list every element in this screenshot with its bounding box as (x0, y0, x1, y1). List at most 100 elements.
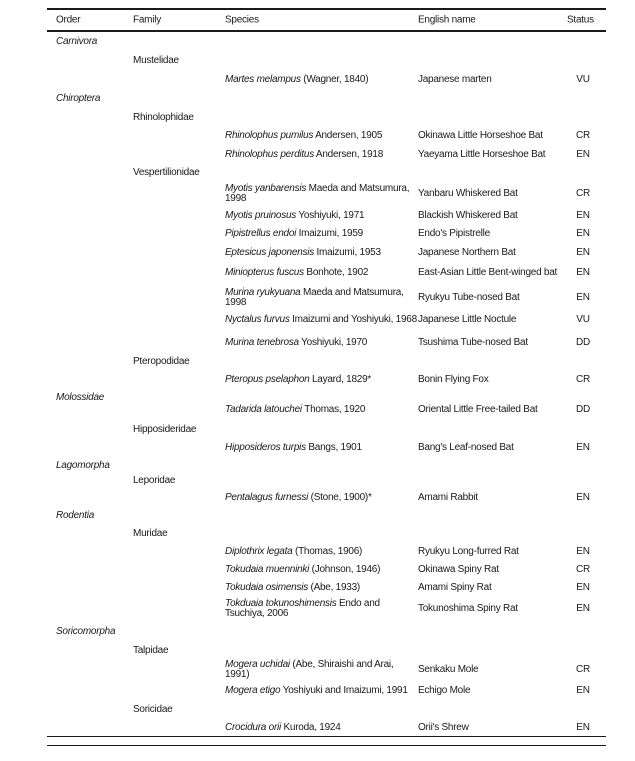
species-binomial: Murina tenebrosa (225, 337, 299, 348)
english-name: Tsushima Tube-nosed Bat (418, 337, 528, 348)
english-name: Yanbaru Whiskered Bat (418, 188, 518, 199)
family-name: Soricidae (133, 704, 173, 715)
species-binomial: Rhinolophus perditus (225, 149, 314, 160)
status-code: EN (576, 722, 590, 733)
species-name: Myotis yanbarensis Maeda and Matsumura, … (225, 184, 417, 204)
species-name: Pipistrellus endoi Imaizumi, 1959 (225, 229, 417, 239)
header-rule (47, 30, 606, 32)
species-name: Tokudaia muenninki (Johnson, 1946) (225, 565, 417, 575)
species-authority: (Wagner, 1840) (300, 74, 369, 85)
species-authority: (Abe, Shiraishi and Arai, 1991) (225, 659, 394, 680)
species-name: Pteropus pselaphon Layard, 1829* (225, 375, 417, 385)
status-code: EN (576, 292, 590, 303)
species-binomial: Tokudaia osimensis (225, 582, 308, 593)
species-name: Rhinolophus pumilus Andersen, 1905 (225, 131, 417, 141)
header-species: Species (225, 14, 259, 26)
species-authority: Thomas, 1920 (301, 404, 366, 415)
species-authority: (Stone, 1900)* (308, 492, 372, 503)
species-binomial: Crocidura orii (225, 722, 281, 733)
species-binomial: Martes melampus (225, 74, 301, 85)
species-name: Murina tenebrosa Yoshiyuki, 1970 (225, 338, 417, 348)
species-binomial: Myotis yanbarensis (225, 183, 307, 194)
english-name: Ryukyu Long-furred Rat (418, 546, 519, 557)
species-binomial: Eptesicus japonensis (225, 247, 314, 258)
status-code: CR (576, 130, 590, 141)
family-name: Pteropodidae (133, 356, 190, 367)
species-name: Martes melampus (Wagner, 1840) (225, 75, 417, 85)
status-code: DD (576, 404, 590, 415)
english-name: Blackish Whiskered Bat (418, 210, 518, 221)
english-name: Bang's Leaf-nosed Bat (418, 442, 514, 453)
family-name: Hipposideridae (133, 424, 197, 435)
species-binomial: Murina ryukyuana (225, 287, 301, 298)
species-name: Mogera uchidai (Abe, Shiraishi and Arai,… (225, 660, 417, 680)
header-english-name: English name (418, 14, 476, 26)
english-name: Bonin Flying Fox (418, 374, 489, 385)
species-authority: Bangs, 1901 (305, 442, 362, 453)
status-code: CR (576, 664, 590, 675)
status-code: EN (576, 685, 590, 696)
bottom-rule (47, 736, 606, 737)
species-binomial: Myotis pruinosus (225, 210, 297, 221)
species-name: Tadarida latouchei Thomas, 1920 (225, 405, 417, 415)
species-authority: Yoshiyuki, 1970 (298, 337, 368, 348)
family-name: Vespertilionidae (133, 167, 200, 178)
species-name: Miniopterus fuscus Bonhote, 1902 (225, 268, 417, 278)
species-name: Pentalagus furnessi (Stone, 1900)* (225, 493, 417, 503)
species-authority: Yoshiyuki and Imaizumi, 1991 (280, 685, 408, 696)
order-name: Chiroptera (56, 93, 101, 104)
family-name: Muridae (133, 528, 168, 539)
order-name: Molossidae (56, 392, 105, 403)
species-binomial: Nyctalus furvus (225, 314, 290, 325)
species-name: Tokduaia tokunoshimensis Endo and Tsuchi… (225, 599, 417, 619)
species-authority: (Johnson, 1946) (309, 564, 381, 575)
species-authority: Kuroda, 1924 (280, 722, 341, 733)
family-name: Rhinolophidae (133, 112, 194, 123)
species-authority: Andersen, 1918 (313, 149, 384, 160)
status-code: CR (576, 564, 590, 575)
english-name: Japanese Northern Bat (418, 247, 516, 258)
english-name: Japanese marten (418, 74, 492, 85)
species-authority: Bonhote, 1902 (303, 267, 369, 278)
species-authority: Maeda and Matsumura, 1998 (225, 183, 410, 204)
header-family: Family (133, 14, 161, 26)
status-code: EN (576, 247, 590, 258)
species-binomial: Pentalagus furnessi (225, 492, 309, 503)
species-binomial: Pipistrellus endoi (225, 228, 297, 239)
species-authority: Imaizumi, 1959 (296, 228, 364, 239)
status-code: EN (576, 149, 590, 160)
footer-rule (47, 745, 606, 746)
species-name: Mogera etigo Yoshiyuki and Imaizumi, 199… (225, 686, 417, 696)
species-name: Rhinolophus perditus Andersen, 1918 (225, 150, 417, 160)
species-authority: Andersen, 1905 (313, 130, 383, 141)
english-name: Tokunoshima Spiny Rat (418, 603, 518, 614)
family-name: Mustelidae (133, 55, 179, 66)
family-name: Talpidae (133, 645, 169, 656)
family-name: Leporidae (133, 475, 176, 486)
order-name: Carnivora (56, 36, 98, 47)
status-code: CR (576, 374, 590, 385)
species-binomial: Rhinolophus pumilus (225, 130, 314, 141)
species-binomial: Pteropus pselaphon (225, 374, 310, 385)
status-code: EN (576, 603, 590, 614)
species-name: Hipposideros turpis Bangs, 1901 (225, 443, 417, 453)
species-binomial: Tadarida latouchei (225, 404, 302, 415)
english-name: Okinawa Little Horseshoe Bat (418, 130, 543, 141)
species-name: Nyctalus furvus Imaizumi and Yoshiyuki, … (225, 315, 417, 325)
species-name: Crocidura orii Kuroda, 1924 (225, 723, 417, 733)
status-code: EN (576, 210, 590, 221)
status-code: DD (576, 337, 590, 348)
species-authority: Imaizumi and Yoshiyuki, 1968 (289, 314, 417, 325)
english-name: Ryukyu Tube-nosed Bat (418, 292, 520, 303)
species-name: Murina ryukyuana Maeda and Matsumura, 19… (225, 288, 417, 308)
header-order: Order (56, 14, 81, 26)
english-name: Japanese Little Noctule (418, 314, 517, 325)
species-authority: (Abe, 1933) (307, 582, 361, 593)
species-authority: Layard, 1829* (309, 374, 372, 385)
status-code: CR (576, 188, 590, 199)
species-authority: Imaizumi, 1953 (313, 247, 381, 258)
species-binomial: Tokduaia tokunoshimensis (225, 598, 337, 609)
species-name: Diplothrix legata (Thomas, 1906) (225, 547, 417, 557)
status-code: EN (576, 228, 590, 239)
english-name: East-Asian Little Bent-winged bat (418, 267, 558, 278)
